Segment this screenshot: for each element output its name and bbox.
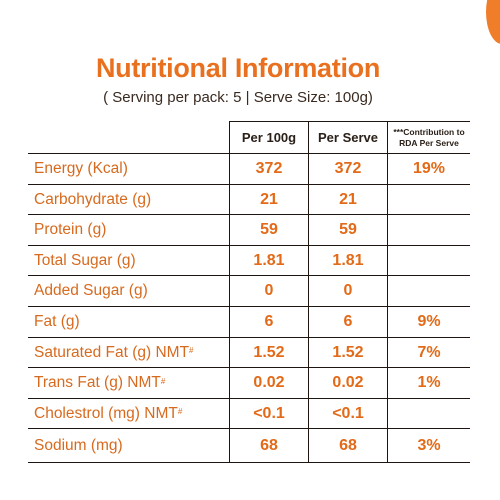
value-rda bbox=[388, 246, 470, 275]
table-rule bbox=[28, 337, 470, 338]
table-rule bbox=[229, 121, 470, 122]
value-per-serve: 1.81 bbox=[332, 251, 364, 269]
table-column-rule bbox=[229, 121, 230, 463]
table-column-rule bbox=[308, 121, 309, 463]
value-per-serve: 6 bbox=[343, 313, 353, 330]
rda-header-line: ***Contribution to bbox=[393, 126, 465, 137]
table-rule bbox=[28, 275, 470, 276]
value-rda bbox=[388, 399, 470, 428]
value-per-serve: 0.02 bbox=[332, 374, 364, 391]
table-rule bbox=[28, 306, 470, 307]
nutrient-label: Carbohydrate (g) bbox=[34, 190, 152, 208]
table-rule bbox=[28, 428, 470, 429]
value-per-100g: <0.1 bbox=[253, 404, 285, 422]
table-rule bbox=[28, 367, 470, 368]
value-rda: 19% bbox=[412, 160, 446, 177]
nutrient-label: Total Sugar (g) bbox=[34, 251, 136, 269]
nutrient-label: Sodium (mg) bbox=[34, 436, 123, 454]
nutrient-label: Cholestrol (mg) NMT # bbox=[34, 404, 183, 422]
table-rule bbox=[28, 398, 470, 399]
value-per-100g: 372 bbox=[255, 160, 283, 177]
nutrient-label: Fat (g) bbox=[34, 313, 80, 330]
value-rda bbox=[388, 185, 470, 214]
table-rule bbox=[28, 462, 470, 463]
value-per-serve: 68 bbox=[339, 436, 357, 454]
rda-header-line: RDA Per Serve bbox=[399, 137, 459, 148]
value-per-serve: 372 bbox=[334, 160, 362, 177]
serving-info: ( Serving per pack: 5 | Serve Size: 100g… bbox=[103, 89, 373, 106]
table-column-rule bbox=[387, 121, 388, 463]
column-header-per-100g: Per 100g bbox=[241, 130, 297, 145]
table-rule bbox=[28, 214, 470, 215]
value-rda: 9% bbox=[417, 313, 441, 330]
value-rda bbox=[388, 215, 470, 245]
value-per-100g: 6 bbox=[264, 313, 274, 330]
value-per-100g: 59 bbox=[260, 221, 278, 238]
nutrient-label: Energy (Kcal) bbox=[34, 160, 128, 177]
value-per-100g: 1.81 bbox=[253, 251, 285, 269]
value-per-100g: 21 bbox=[260, 190, 278, 208]
value-per-100g: 1.52 bbox=[253, 343, 285, 361]
value-per-serve: 1.52 bbox=[332, 343, 364, 361]
value-rda bbox=[388, 276, 470, 306]
value-rda: 3% bbox=[417, 436, 441, 454]
column-header-rda: ***Contribution to RDA Per Serve bbox=[388, 122, 470, 153]
nutrition-table: Per 100g Per Serve ***Contribution to RD… bbox=[28, 121, 470, 463]
value-per-serve: <0.1 bbox=[332, 404, 364, 422]
table-rule bbox=[28, 184, 470, 185]
nutrient-label: Trans Fat (g) NMT # bbox=[34, 374, 166, 391]
value-per-100g: 0.02 bbox=[253, 374, 285, 391]
value-per-serve: 0 bbox=[343, 282, 353, 299]
decorative-orange-shape bbox=[486, 0, 500, 44]
value-rda: 1% bbox=[417, 374, 441, 391]
value-rda: 7% bbox=[417, 343, 441, 361]
value-per-100g: 68 bbox=[260, 436, 278, 454]
table-rule bbox=[28, 153, 470, 154]
value-per-serve: 59 bbox=[339, 221, 357, 238]
column-header-per-serve: Per Serve bbox=[318, 130, 378, 145]
table-rule bbox=[28, 245, 470, 246]
page-title: Nutritional Information bbox=[95, 53, 381, 83]
nutrient-label: Protein (g) bbox=[34, 221, 107, 238]
value-per-100g: 0 bbox=[264, 282, 274, 299]
value-per-serve: 21 bbox=[339, 190, 357, 208]
nutrient-label: Saturated Fat (g) NMT # bbox=[34, 343, 194, 361]
nutrient-label: Added Sugar (g) bbox=[34, 282, 148, 299]
